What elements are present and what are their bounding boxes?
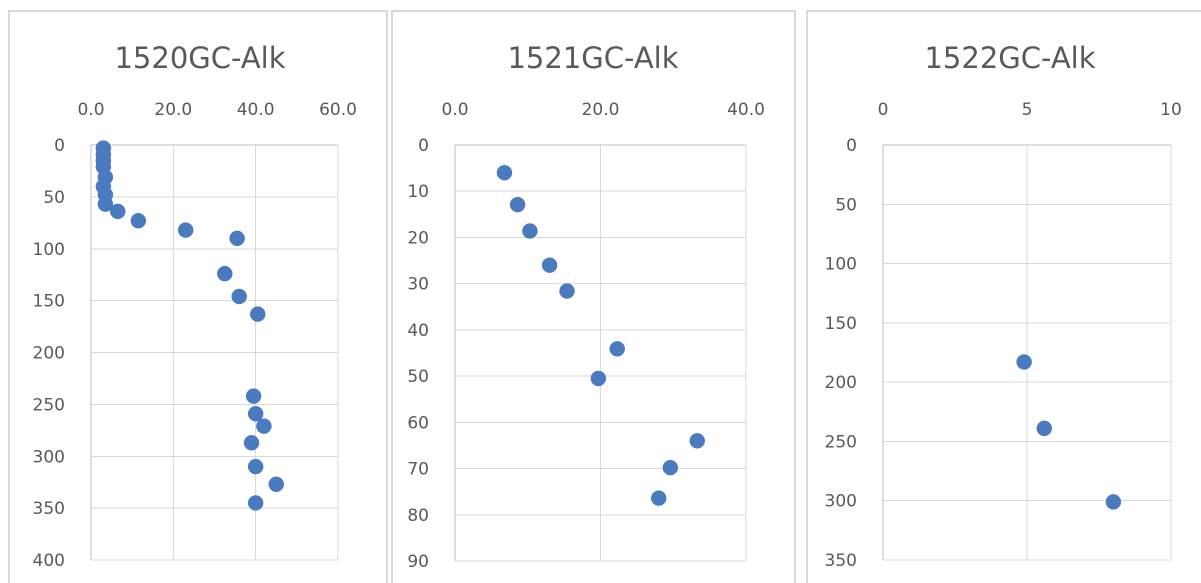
data-point — [229, 230, 245, 247]
y-tick-labels: 0 50 100 150 200 250 300 350 — [825, 136, 857, 571]
y-tick-label: 150 — [825, 314, 857, 334]
data-point — [522, 223, 538, 239]
y-tick-label: 350 — [825, 551, 857, 571]
x-tick-label: 60.0 — [319, 100, 357, 120]
y-tick-label: 30 — [407, 275, 429, 295]
y-tick-label: 70 — [407, 460, 429, 480]
chart-panel-1521: 1521GC-Alk 0.0 20.0 40.0 0 10 20 30 40 50 60 70 80… — [391, 10, 796, 583]
chart-title: 1522GC-Alk — [924, 41, 1095, 75]
data-point — [231, 288, 247, 305]
data-point — [559, 283, 575, 299]
y-tick-labels: 0 50 100 150 200 250 300 350 400 — [33, 136, 65, 571]
data-point — [268, 476, 284, 493]
x-tick-labels: 0.0 20.0 40.0 — [441, 100, 764, 120]
y-tick-label: 0 — [54, 136, 65, 156]
chart-panel-1520: 1520GC-Alk 0.0 20.0 40.0 60.0 0 50 100 150 200 2… — [8, 10, 388, 583]
data-point — [245, 388, 262, 404]
chart-frame — [391, 10, 796, 583]
data-point — [689, 433, 706, 449]
x-tick-label: 0 — [878, 100, 889, 120]
data-point — [247, 458, 264, 475]
chart-panel-1522: 1522GC-Alk 0 5 10 0 50 100 150 200 250 300 350 — [806, 10, 1201, 583]
y-tick-label: 250 — [33, 395, 65, 415]
y-tick-label: 50 — [43, 188, 65, 208]
y-tick-label: 90 — [407, 552, 429, 572]
y-tick-label: 0 — [846, 136, 857, 156]
data-points — [95, 140, 284, 511]
y-tick-label: 0 — [418, 136, 429, 156]
data-point — [496, 164, 513, 181]
chart-frame — [806, 10, 1201, 583]
y-tick-label: 40 — [407, 321, 429, 341]
data-point — [97, 196, 114, 212]
data-point — [609, 341, 625, 357]
data-point — [243, 435, 260, 451]
data-point — [247, 495, 264, 511]
y-tick-label: 150 — [33, 292, 65, 312]
data-point — [1105, 494, 1122, 510]
y-tick-labels: 0 10 20 30 40 50 60 70 80 90 — [407, 136, 429, 572]
y-tick-label: 200 — [33, 344, 65, 364]
y-tick-label: 100 — [825, 255, 857, 275]
gridlines — [454, 144, 747, 562]
data-point — [662, 459, 679, 476]
y-tick-label: 200 — [825, 373, 857, 393]
y-tick-label: 60 — [407, 413, 429, 433]
y-tick-label: 300 — [33, 447, 65, 467]
x-tick-label: 0.0 — [77, 100, 104, 120]
data-points — [496, 164, 706, 506]
data-point — [177, 222, 194, 238]
x-tick-label: 40.0 — [727, 100, 765, 120]
data-point — [110, 203, 126, 220]
y-tick-label: 350 — [33, 499, 65, 519]
gridlines — [882, 144, 1172, 561]
chart-title: 1521GC-Alk — [507, 41, 678, 75]
data-point — [249, 306, 266, 322]
x-tick-label: 20.0 — [154, 100, 192, 120]
x-tick-label: 0.0 — [441, 100, 468, 120]
y-tick-label: 50 — [835, 195, 857, 215]
chart-title: 1520GC-Alk — [114, 41, 285, 75]
data-point — [130, 212, 147, 229]
y-tick-label: 10 — [407, 182, 429, 202]
y-tick-label: 250 — [825, 432, 857, 452]
x-tick-label: 20.0 — [582, 100, 620, 120]
chart-frame — [8, 10, 388, 583]
gridlines — [90, 144, 339, 561]
data-point — [256, 418, 272, 434]
data-point — [541, 257, 558, 273]
x-tick-labels: 0.0 20.0 40.0 60.0 — [77, 100, 356, 120]
x-tick-label: 5 — [1022, 100, 1033, 120]
y-tick-label: 80 — [407, 506, 429, 526]
data-point — [650, 490, 667, 506]
data-point — [247, 405, 264, 422]
data-points — [1016, 354, 1122, 510]
x-tick-labels: 0 5 10 — [878, 100, 1182, 120]
x-tick-label: 10 — [1160, 100, 1182, 120]
y-tick-label: 100 — [33, 240, 65, 260]
y-tick-label: 50 — [407, 367, 429, 387]
data-point — [1016, 354, 1032, 370]
data-point — [217, 265, 233, 282]
y-tick-label: 20 — [407, 228, 429, 248]
data-point — [509, 196, 526, 213]
data-point — [1036, 420, 1053, 437]
data-point — [590, 370, 607, 387]
y-tick-label: 300 — [825, 492, 857, 512]
y-tick-label: 400 — [33, 551, 65, 571]
x-tick-label: 40.0 — [237, 100, 275, 120]
